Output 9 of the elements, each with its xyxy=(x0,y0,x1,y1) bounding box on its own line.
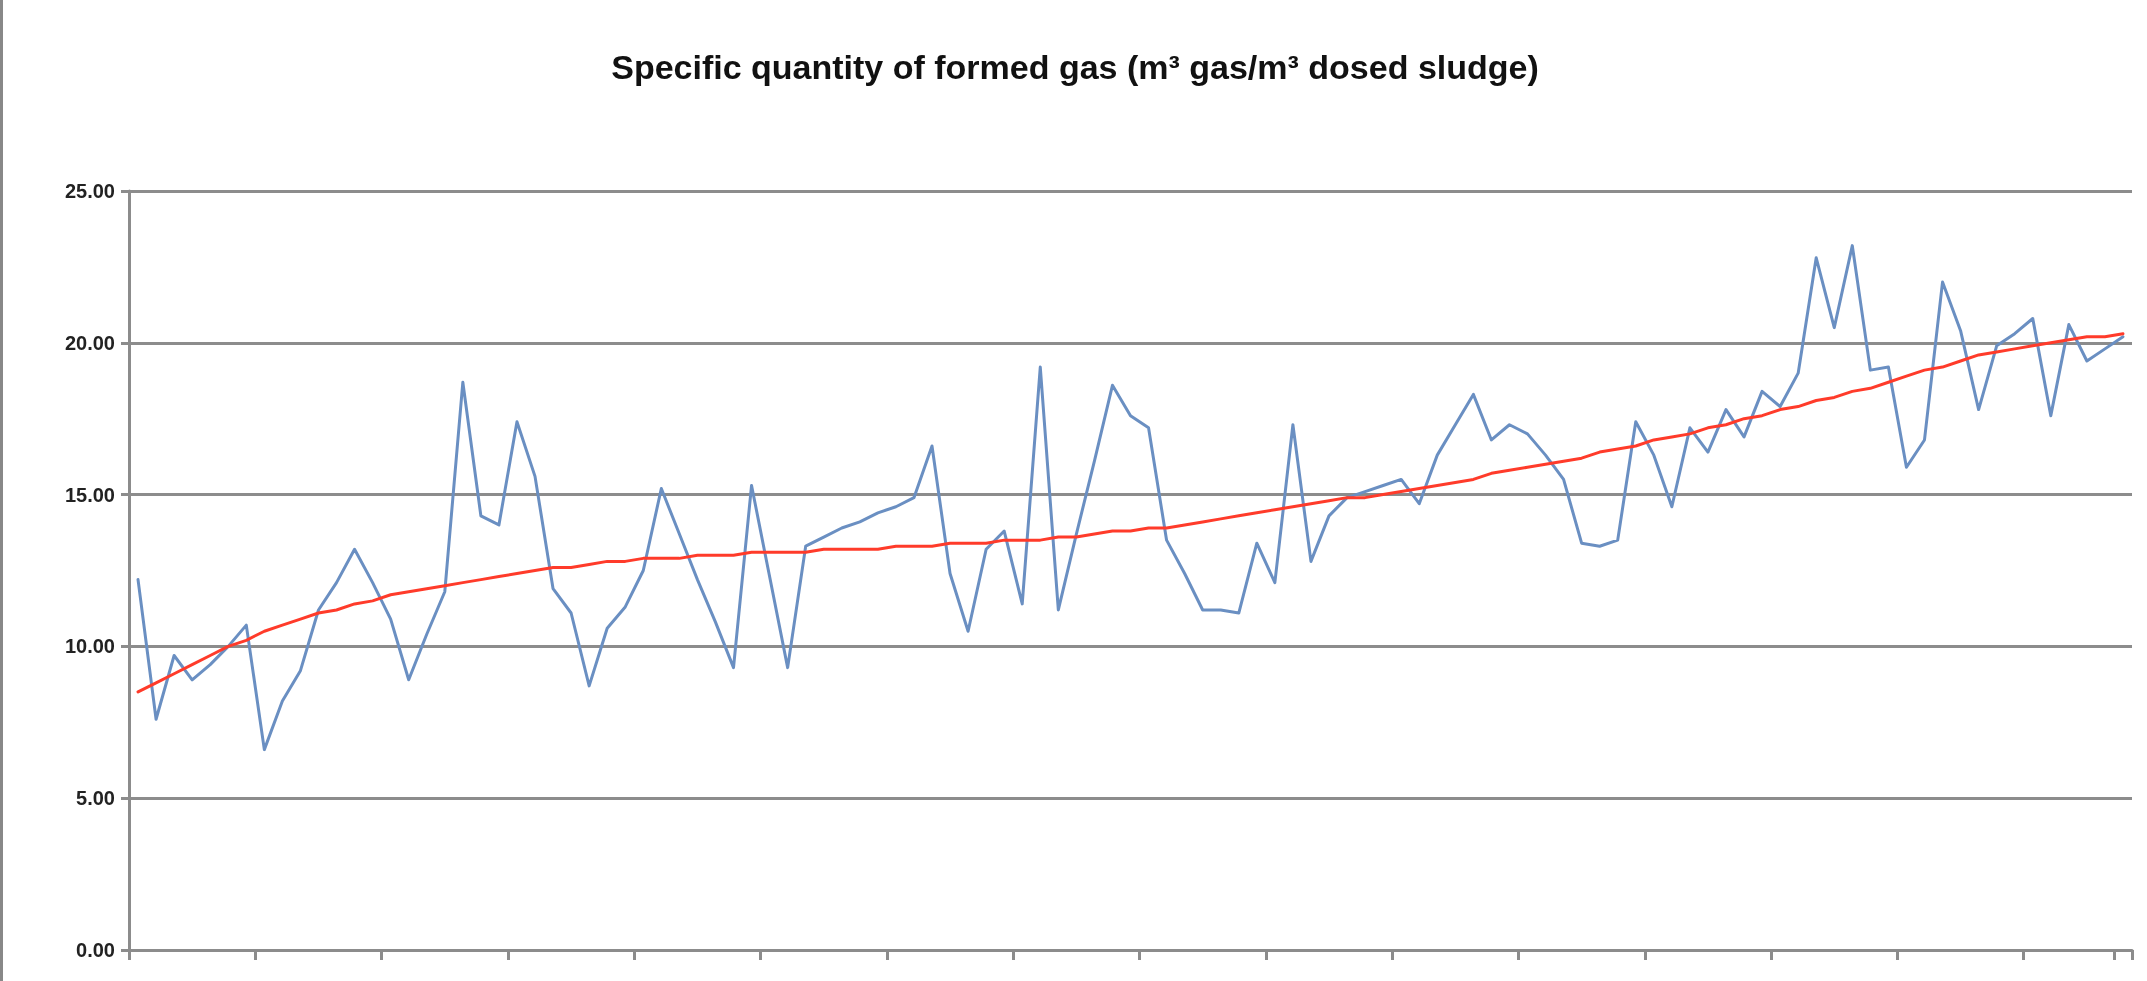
y-tick-label: 10.00 xyxy=(64,635,115,658)
chart-title: Specific quantity of formed gas (m³ gas/m³ dosed sludge) xyxy=(611,48,1539,86)
y-tick-label: 25.00 xyxy=(64,180,115,202)
y-tick-label: 20.00 xyxy=(64,331,115,354)
y-tick-label: 5.00 xyxy=(76,787,115,810)
y-tick-label: 15.00 xyxy=(64,483,115,506)
y-tick-label: 0.00 xyxy=(76,939,115,961)
line-series xyxy=(136,244,2125,752)
line-series xyxy=(136,332,2125,694)
